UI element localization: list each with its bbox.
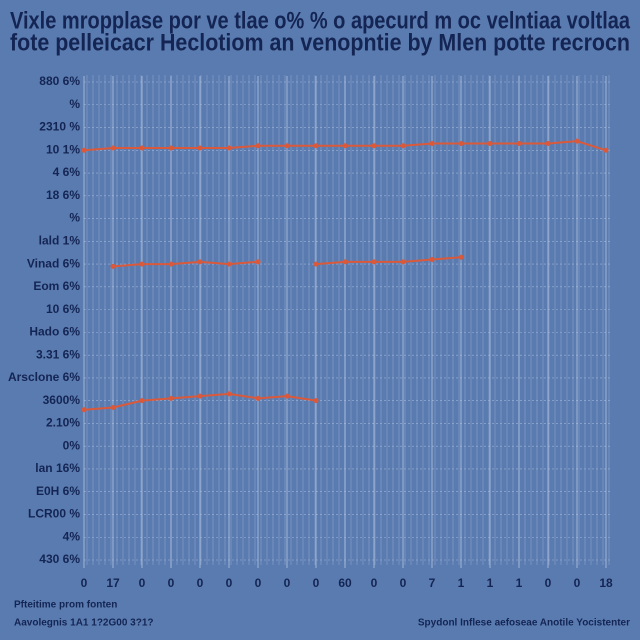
x-tick-label: 0 xyxy=(226,576,233,590)
point xyxy=(139,145,145,151)
y-tick-label: LCR00 % xyxy=(28,507,80,521)
chart-subtitle: fote pelleicacr Heclotiom an venopntie b… xyxy=(10,29,630,56)
y-tick-label: 3.31 6% xyxy=(36,347,80,361)
point xyxy=(400,143,406,149)
x-tick-label: 0 xyxy=(139,576,146,590)
point xyxy=(139,398,145,404)
point xyxy=(516,140,522,146)
y-tick-label: 880 6% xyxy=(39,74,80,88)
note: Pfteitime prom fonten xyxy=(14,600,117,611)
y-tick-label: 18 6% xyxy=(46,188,80,202)
point xyxy=(545,140,551,146)
point xyxy=(81,147,87,153)
point xyxy=(197,393,203,399)
point xyxy=(139,261,145,267)
x-tick-label: 7 xyxy=(429,576,436,590)
y-tick-label: lan 16% xyxy=(35,461,80,475)
x-tick-label: 0 xyxy=(574,576,581,590)
point xyxy=(371,259,377,265)
y-tick-label: Vinad 6% xyxy=(27,256,80,270)
point xyxy=(168,145,174,151)
point xyxy=(110,145,116,151)
point xyxy=(255,143,261,149)
point xyxy=(313,398,319,404)
point xyxy=(255,259,261,265)
point xyxy=(342,259,348,265)
point xyxy=(429,257,435,263)
x-tick-label: 60 xyxy=(338,576,352,590)
point xyxy=(81,407,87,413)
y-tick-label: 4 6% xyxy=(53,165,81,179)
point xyxy=(458,140,464,146)
x-tick-label: 17 xyxy=(106,576,120,590)
x-tick-label: 1 xyxy=(516,576,523,590)
x-tick-label: 0 xyxy=(313,576,320,590)
x-tick-label: 0 xyxy=(284,576,291,590)
y-tick-label: 2310 % xyxy=(39,120,80,134)
y-tick-label: 2.10% xyxy=(46,416,80,430)
point xyxy=(429,140,435,146)
point xyxy=(168,395,174,401)
y-tick-label: Eom 6% xyxy=(33,279,80,293)
point xyxy=(313,261,319,267)
point xyxy=(197,259,203,265)
y-tick-label: Hado 6% xyxy=(29,325,80,339)
y-tick-label: 4% xyxy=(63,529,81,543)
x-tick-label: 0 xyxy=(255,576,262,590)
y-tick-label: 10 1% xyxy=(46,142,80,156)
point xyxy=(371,143,377,149)
y-tick-label: Arsclone 6% xyxy=(8,370,80,384)
y-tick-label: 10 6% xyxy=(46,302,80,316)
x-tick-label: 0 xyxy=(400,576,407,590)
note: Aavolegnis 1A1 1?2G00 3?1? xyxy=(14,618,154,629)
point xyxy=(458,254,464,260)
x-tick-label: 0 xyxy=(81,576,88,590)
point xyxy=(284,393,290,399)
x-tick-label: 1 xyxy=(458,576,465,590)
point xyxy=(110,404,116,410)
point xyxy=(226,391,232,397)
x-tick-label: 1 xyxy=(487,576,494,590)
y-tick-label: % xyxy=(69,97,80,111)
point xyxy=(226,145,232,151)
point xyxy=(110,263,116,269)
y-tick-label: 3600% xyxy=(43,393,81,407)
y-tick-label: 0% xyxy=(63,438,81,452)
point xyxy=(168,261,174,267)
y-tick-label: E0H 6% xyxy=(36,484,80,498)
series-line xyxy=(112,256,462,268)
x-tick-label: 0 xyxy=(168,576,175,590)
point xyxy=(342,143,348,149)
y-tick-label: 430 6% xyxy=(39,552,80,566)
y-tick-label: lald 1% xyxy=(39,234,81,248)
point xyxy=(226,261,232,267)
y-tick-label: % xyxy=(69,211,80,225)
point xyxy=(197,145,203,151)
x-tick-label: 0 xyxy=(371,576,378,590)
plot-texture xyxy=(82,75,612,565)
point xyxy=(400,259,406,265)
point xyxy=(284,143,290,149)
x-tick-label: 0 xyxy=(545,576,552,590)
x-tick-label: 0 xyxy=(197,576,204,590)
point xyxy=(255,395,261,401)
x-tick-label: 18 xyxy=(599,576,613,590)
point xyxy=(603,147,609,153)
point xyxy=(574,138,580,144)
source: Spydonl Inflese aefoseae Anotile Yociste… xyxy=(418,618,630,629)
chart-title: Vixle mropplase por ve tlae o% % o apecu… xyxy=(10,7,631,34)
point xyxy=(313,143,319,149)
point xyxy=(487,140,493,146)
